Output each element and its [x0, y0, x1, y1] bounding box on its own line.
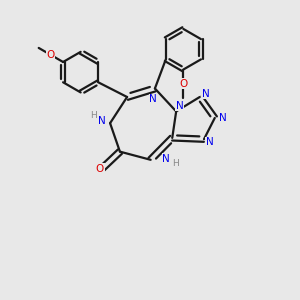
- Text: O: O: [46, 50, 55, 60]
- Text: N: N: [202, 89, 209, 99]
- Text: N: N: [206, 137, 214, 148]
- Text: O: O: [96, 164, 104, 174]
- Text: O: O: [179, 79, 188, 89]
- Text: N: N: [149, 94, 157, 104]
- Text: H: H: [90, 112, 96, 121]
- Text: N: N: [219, 113, 227, 123]
- Text: N: N: [98, 116, 106, 126]
- Text: H: H: [172, 159, 179, 168]
- Text: N: N: [163, 154, 170, 164]
- Text: N: N: [176, 100, 183, 110]
